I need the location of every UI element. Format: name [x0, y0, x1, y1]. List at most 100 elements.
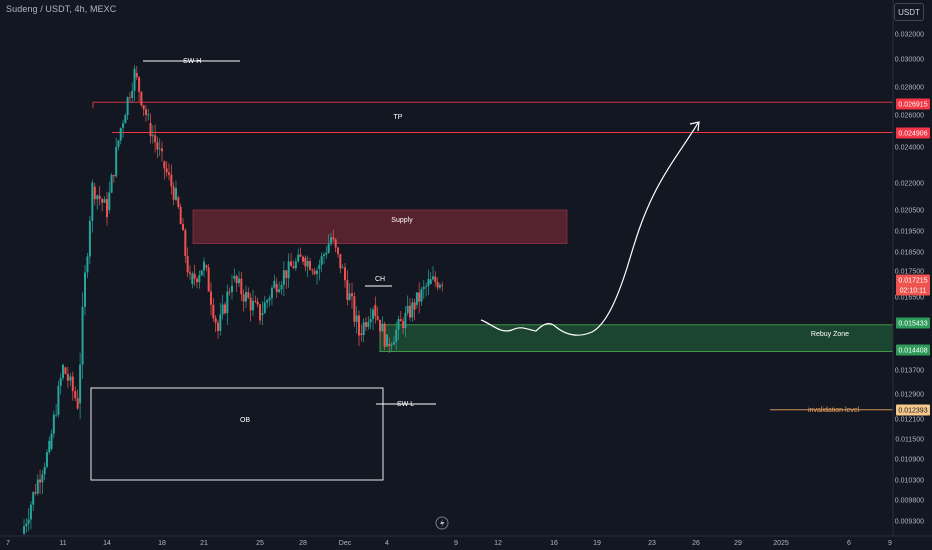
candle-body — [413, 302, 416, 310]
candle-body — [427, 279, 430, 287]
lightning-icon[interactable] — [435, 516, 449, 530]
candle-body — [48, 440, 51, 453]
price-axis-tick: 0.019500 — [895, 229, 924, 236]
time-axis-tick: 29 — [734, 540, 742, 547]
candle-body — [263, 302, 266, 314]
candle-body — [395, 329, 398, 342]
order-block-label: OB — [240, 417, 250, 424]
candle-body — [411, 302, 414, 318]
price-badge-text: 02:10:11 — [900, 288, 927, 295]
price-axis-tick: 0.032000 — [895, 32, 924, 39]
candle-body — [302, 256, 304, 262]
candle-body — [275, 284, 278, 293]
candle-body — [249, 297, 252, 311]
price-badge-tp — [896, 98, 930, 110]
candle-body — [217, 322, 219, 332]
candle-body — [332, 237, 335, 240]
candle-body — [278, 289, 281, 293]
candle-body — [76, 398, 79, 409]
candle-body — [52, 414, 55, 434]
candle-body — [117, 140, 120, 147]
candle-body — [273, 280, 276, 288]
candle-body — [163, 161, 166, 169]
candle-body — [358, 315, 360, 336]
time-axis-tick: 6 — [847, 540, 851, 547]
candle-body — [320, 256, 323, 265]
candle-body — [254, 301, 257, 302]
candle-body — [287, 261, 290, 279]
price-axis-tick: 0.026000 — [895, 113, 924, 120]
projected-path[interactable] — [480, 122, 699, 336]
candle-body — [381, 323, 384, 332]
candle-body — [434, 276, 437, 283]
supply-zone[interactable] — [192, 209, 568, 244]
time-axis-tick: 23 — [648, 540, 656, 547]
tp-label: TP — [394, 114, 403, 121]
candle-body — [140, 91, 143, 106]
candle-body — [390, 344, 393, 346]
candle-body — [103, 199, 106, 203]
price-axis-tick: 0.017500 — [895, 269, 924, 276]
time-axis-tick: 9 — [888, 540, 892, 547]
candle-body — [226, 291, 229, 314]
order-block-box[interactable] — [90, 387, 384, 481]
price-badge-text: 0.015433 — [898, 321, 927, 328]
candle-body — [339, 253, 342, 269]
candle-body — [297, 254, 300, 262]
swing-low-label: SW L — [397, 401, 414, 408]
price-badge-current — [896, 274, 930, 286]
price-axis-tick: 0.016500 — [895, 295, 924, 302]
candle-body — [27, 519, 30, 524]
candle-body — [337, 247, 339, 254]
price-axis-tick: 0.010300 — [895, 478, 924, 485]
candle-body — [282, 270, 285, 285]
candle-body — [231, 285, 233, 292]
candle-body — [438, 284, 441, 288]
candle-body — [280, 284, 283, 290]
candle-body — [182, 224, 184, 231]
candle-body — [161, 148, 163, 152]
price-axis-tick: 0.024000 — [895, 145, 924, 152]
price-badge-text: 0.026915 — [898, 102, 927, 109]
candle-body — [233, 275, 236, 279]
candle-body — [309, 260, 311, 270]
candle-body — [367, 322, 370, 327]
candle-body — [32, 492, 35, 505]
candle-body — [126, 97, 129, 116]
candle-body — [240, 278, 243, 295]
candle-body — [228, 291, 231, 293]
price-axis-tick: 0.012100 — [895, 417, 924, 424]
rebuy-zone[interactable] — [379, 324, 894, 352]
time-axis-tick: 19 — [593, 540, 601, 547]
rebuy-zone-label: Rebuy Zone — [811, 331, 849, 338]
candle-body — [327, 243, 330, 253]
candle-body — [179, 206, 182, 225]
candle-body — [399, 319, 402, 322]
candle-body — [57, 385, 60, 415]
candle-body — [86, 256, 89, 273]
price-axis-tick: 0.020500 — [895, 208, 924, 215]
candle-body — [115, 146, 118, 177]
time-axis-tick: 12 — [494, 540, 502, 547]
candle-body — [346, 280, 349, 300]
price-badge-text: 0.014408 — [898, 348, 927, 355]
candle-body — [441, 284, 444, 286]
candle-body — [374, 304, 377, 317]
candle-body — [88, 220, 91, 257]
candle-body — [175, 188, 177, 200]
time-axis-tick: 2025 — [773, 540, 789, 547]
candle-body — [256, 301, 259, 305]
candle-body — [318, 264, 321, 270]
time-axis-tick: 26 — [692, 540, 700, 547]
price-badge-invalidation — [896, 404, 930, 416]
candle-body — [386, 334, 388, 347]
price-badge-rebuy — [896, 344, 930, 356]
candle-body — [23, 526, 26, 534]
candle-body — [292, 266, 295, 269]
candle-body — [259, 304, 261, 321]
candle-body — [196, 278, 198, 283]
candle-body — [64, 367, 67, 374]
currency-button[interactable]: USDT — [894, 3, 924, 21]
